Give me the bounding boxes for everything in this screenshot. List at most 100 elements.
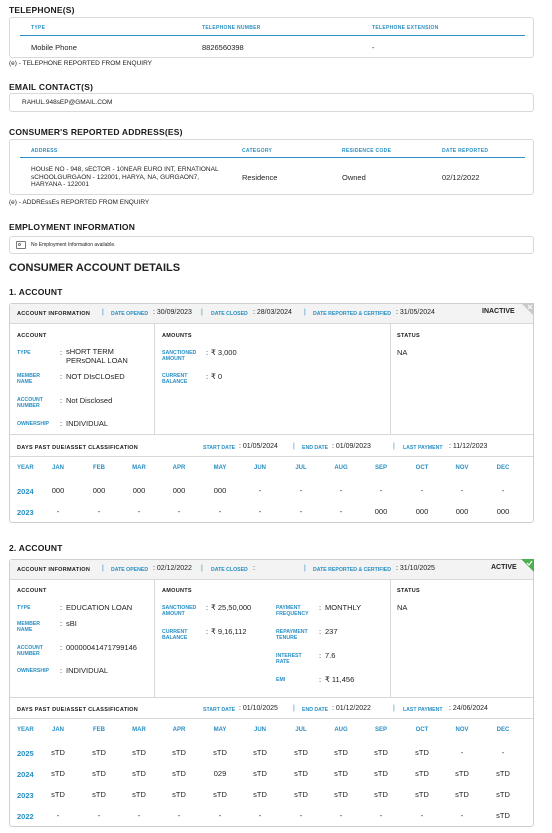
dpd-cell: -: [299, 486, 303, 495]
account-2-number-label: ACCOUNT NUMBER: [17, 645, 43, 657]
dpd-month-jan: JAN: [51, 465, 64, 471]
account-1-opened-label: DATE OPENED: [111, 311, 149, 317]
dpd-cell: -: [460, 811, 464, 820]
dpd-cell: sTD: [334, 769, 348, 778]
account-2-last-label: LAST PAYMENT: [403, 707, 443, 713]
account-1-closed-label: DATE CLOSED: [211, 311, 248, 317]
account-2-end: : 01/12/2022: [332, 705, 371, 712]
dpd-cell: sTD: [455, 790, 469, 799]
dpd-year: 2022: [17, 812, 34, 821]
dpd-cell: sTD: [92, 790, 106, 799]
account-1-last: : 11/12/2023: [449, 443, 488, 450]
active-check-icon: [521, 559, 534, 572]
id-card-icon: [16, 241, 26, 249]
dpd-cell: -: [299, 811, 303, 820]
account-1-status-title: STATUS: [397, 333, 420, 339]
dpd-month-nov: NOV: [455, 465, 469, 471]
dpd-month-sep: SEP: [374, 727, 387, 733]
dpd-month-feb: FEB: [93, 727, 105, 733]
account-2-info-label: ACCOUNT INFORMATION: [17, 567, 91, 573]
dpd-cell: 000: [172, 486, 186, 495]
account-1-type: sHORT TERM PERsONAL LOAN: [66, 347, 128, 365]
account-2-type-label: TYPE: [17, 605, 31, 611]
dpd-cell: -: [339, 811, 343, 820]
employment-value: No Employment Information available.: [31, 242, 116, 248]
account-2-title: 2. ACCOUNT: [9, 543, 63, 553]
account-2-start-label: START DATE: [203, 707, 236, 713]
account-2-status-value: NA: [397, 603, 408, 612]
account-2-number: 00000041471799146: [66, 643, 137, 652]
account-2-ownership-label: OWNERSHIP: [17, 668, 49, 674]
dpd-cell: sTD: [51, 769, 65, 778]
account-1-balance: ₹ 0: [211, 372, 223, 381]
dpd-month-jul: JUL: [295, 727, 307, 733]
dpd-year: 2023: [17, 508, 34, 517]
email-box: RAHUL.948sEP@GMAIL.COM: [9, 93, 534, 112]
dpd-cell: -: [258, 811, 262, 820]
email-title: EMAIL CONTACT(S): [9, 82, 94, 92]
account-1-balance-label: CURRENT BALANCE: [162, 373, 188, 385]
dpd-header-row: YEAR JAN FEB MAR APR MAY JUN JUL AUG SEP OCT NOV DEC: [10, 465, 530, 479]
address-table: ADDRESS CATEGORY RESIDENCE CODE DATE REP…: [9, 139, 534, 195]
address-col-address: ADDRESS: [31, 148, 58, 154]
dpd-year: 2024: [17, 770, 34, 779]
dpd-month-oct: OCT: [415, 727, 429, 733]
account-2-dpd-label: DAYS PAST DUE/ASSET CLASSIFICATION: [17, 707, 139, 713]
account-1-reported-label: DATE REPORTED & CERTIFIED: [313, 311, 392, 317]
account-2-sanctioned: ₹ 25,50,000: [211, 603, 252, 612]
employment-box: No Employment Information available.: [9, 236, 534, 254]
telephone-table: TYPE TELEPHONE NUMBER TELEPHONE EXTENSIO…: [9, 17, 534, 58]
account-2-last: : 24/06/2024: [449, 705, 488, 712]
account-2-tenure-label: REPAYMENT TENURE: [276, 629, 308, 641]
dpd-cell: sTD: [172, 790, 186, 799]
account-2-closed: :: [253, 565, 255, 572]
dpd-month-sep: SEP: [374, 465, 387, 471]
account-2-closed-label: DATE CLOSED: [211, 567, 248, 573]
account-2-interest: 7.6: [325, 651, 336, 660]
account-2-emi-label: EMI: [276, 677, 286, 683]
account-1-opened: : 30/09/2023: [153, 309, 192, 316]
account-2-opened-label: DATE OPENED: [111, 567, 149, 573]
dpd-cell: sTD: [294, 769, 308, 778]
dpd-month-mar: MAR: [132, 727, 146, 733]
dpd-month-mar: MAR: [132, 465, 146, 471]
dpd-cell: sTD: [51, 748, 65, 757]
dpd-cell: -: [56, 507, 60, 516]
account-1-last-label: LAST PAYMENT: [403, 445, 443, 451]
account-1-title: 1. ACCOUNT: [9, 287, 63, 297]
dpd-cell: 029: [213, 769, 227, 778]
account-1-amounts-title: AMOUNTS: [162, 333, 192, 339]
dpd-cell: sTD: [294, 790, 308, 799]
dpd-year: 2023: [17, 791, 34, 800]
dpd-row-2023: 2023 sTD sTD sTD sTD sTD sTD sTD sTD sTD sTD sTD sTD: [10, 790, 530, 804]
dpd-month-dec: DEC: [496, 727, 510, 733]
dpd-row-2022: 2022 - - - - - - - - - - - sTD: [10, 811, 530, 825]
account-2-card: ACCOUNT INFORMATION | DATE OPENED : 02/1…: [9, 559, 534, 827]
account-2-status-title: STATUS: [397, 588, 420, 594]
address-col-category: CATEGORY: [242, 148, 273, 154]
telephone-title: TELEPHONE(S): [9, 5, 75, 15]
account-2-opened: : 02/12/2022: [153, 565, 192, 572]
account-2-frequency-label: PAYMENT FREQUENCY: [276, 605, 309, 617]
account-2-end-label: END DATE: [302, 707, 329, 713]
account-2-amounts-title: AMOUNTS: [162, 588, 192, 594]
account-1-number-label: ACCOUNT NUMBER: [17, 397, 43, 409]
account-1-reported: : 31/05/2024: [396, 309, 435, 316]
dpd-cell: -: [258, 507, 262, 516]
dpd-cell: sTD: [253, 790, 267, 799]
account-2-status-badge: ACTIVE: [491, 564, 517, 571]
dpd-cell: sTD: [415, 790, 429, 799]
dpd-cell: -: [177, 507, 181, 516]
account-details-title: CONSUMER ACCOUNT DETAILS: [9, 262, 181, 274]
account-1-dpd-label: DAYS PAST DUE/ASSET CLASSIFICATION: [17, 445, 139, 451]
dpd-cell: 000: [92, 486, 106, 495]
dpd-row-2023: 2023 - - - - - - - - 000 000 000 000: [10, 507, 530, 521]
account-1-ownership-label: OWNERSHIP: [17, 421, 49, 427]
telephone-col-type: TYPE: [31, 25, 46, 31]
dpd-cell: 000: [415, 507, 429, 516]
telephone-number: 8826560398: [202, 43, 244, 52]
dpd-cell: -: [460, 486, 464, 495]
dpd-month-jun: JUN: [253, 727, 266, 733]
dpd-cell: sTD: [253, 748, 267, 757]
dpd-cell: sTD: [253, 769, 267, 778]
